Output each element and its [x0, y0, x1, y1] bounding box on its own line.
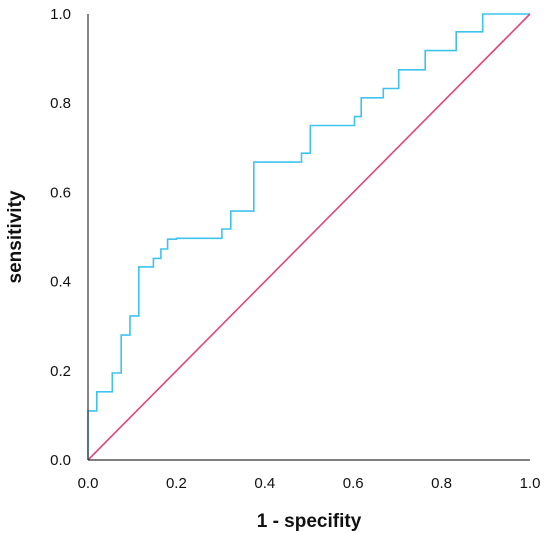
x-tick-label: 0.2 — [166, 475, 187, 492]
x-axis-title: 1 - specifity — [257, 511, 362, 532]
x-tick-label: 0.6 — [343, 475, 364, 492]
series-layer — [87, 13, 531, 461]
x-tick-label: 1.0 — [520, 475, 541, 492]
y-tick-label: 0.4 — [50, 274, 71, 291]
y-tick-label: 1.0 — [50, 6, 71, 23]
x-tick-label: 0.8 — [431, 475, 452, 492]
roc-curve-line — [87, 13, 530, 460]
y-tick-label: 0.2 — [50, 363, 71, 380]
x-tick-labels: 0.0 0.2 0.4 0.6 0.8 1.0 — [78, 475, 541, 492]
y-tick-label: 0.8 — [50, 95, 71, 112]
x-tick-label: 0.0 — [78, 475, 99, 492]
y-tick-labels: 0.0 0.2 0.4 0.6 0.8 1.0 — [50, 6, 71, 469]
x-tick-label: 0.4 — [254, 475, 275, 492]
y-tick-label: 0.6 — [50, 184, 71, 201]
y-tick-label: 0.0 — [50, 452, 71, 469]
reference-diagonal-line — [87, 13, 531, 461]
y-axis-title: sensitivity — [5, 190, 26, 283]
